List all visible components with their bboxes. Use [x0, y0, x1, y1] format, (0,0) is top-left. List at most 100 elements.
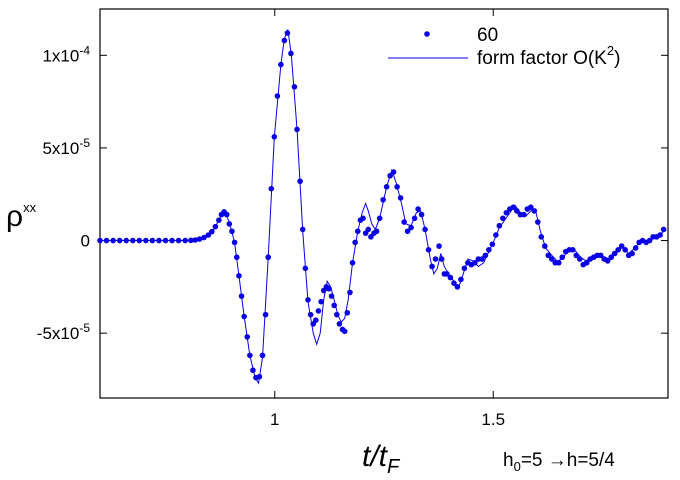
- data-point-131: [555, 259, 562, 266]
- data-point-103: [458, 276, 464, 283]
- data-point-124: [531, 208, 538, 214]
- data-point-84: [394, 184, 400, 190]
- x-tick-label-0: 1: [270, 410, 279, 429]
- y-tick-label-1: 0: [81, 232, 90, 251]
- data-point-118: [510, 204, 517, 210]
- y-tick-label-0: -5x10-5: [37, 321, 91, 343]
- data-point-18: [205, 232, 212, 238]
- data-point-143: [597, 252, 604, 259]
- data-point-90: [415, 206, 421, 212]
- data-point-19: [209, 228, 215, 235]
- data-point-9: [156, 237, 162, 244]
- data-point-8: [149, 237, 156, 244]
- data-point-110: [482, 252, 489, 259]
- data-point-148: [615, 247, 621, 253]
- data-point-70: [352, 239, 358, 246]
- data-point-30: [238, 293, 245, 299]
- data-point-53: [307, 311, 314, 318]
- legend-label-form-factor: form factor O(K2): [477, 43, 620, 69]
- data-point-44: [281, 37, 288, 44]
- data-point-21: [216, 217, 222, 223]
- data-point-136: [573, 252, 580, 259]
- data-point-99: [444, 271, 450, 277]
- data-point-75: [365, 226, 372, 233]
- data-point-125: [535, 219, 541, 225]
- data-point-114: [496, 222, 503, 229]
- data-point-63: [334, 311, 340, 318]
- data-point-45: [284, 30, 291, 36]
- data-point-51: [302, 265, 309, 272]
- data-point-52: [305, 297, 311, 303]
- data-point-147: [611, 250, 618, 257]
- data-point-153: [632, 245, 639, 251]
- data-point-79: [376, 215, 383, 222]
- data-point-6: [136, 237, 143, 244]
- data-point-71: [354, 228, 361, 235]
- legend-marker-60: [424, 31, 430, 37]
- data-point-89: [411, 215, 418, 222]
- data-point-78: [373, 228, 380, 235]
- data-point-109: [479, 256, 485, 262]
- data-point-2: [110, 237, 116, 244]
- data-point-152: [629, 250, 635, 257]
- data-point-95: [432, 256, 439, 262]
- data-point-12: [175, 237, 182, 244]
- y-tick-label-2: 5x10-5: [42, 136, 90, 158]
- legend-label-60: 60: [477, 25, 498, 46]
- data-point-107: [472, 259, 478, 266]
- data-point-123: [528, 204, 534, 210]
- data-point-93: [425, 247, 432, 253]
- data-point-32: [244, 334, 251, 340]
- data-point-11: [169, 237, 175, 244]
- quench-annotation: h0=5 →h=5/4: [503, 450, 615, 474]
- data-point-36: [256, 373, 263, 380]
- data-point-66: [341, 328, 348, 335]
- data-point-42: [274, 93, 281, 99]
- data-point-96: [436, 243, 442, 249]
- legend: 60 form factor O(K2): [388, 25, 620, 69]
- data-point-64: [336, 321, 343, 327]
- data-point-25: [226, 221, 233, 227]
- data-point-1: [103, 237, 110, 244]
- data-point-60: [326, 285, 332, 292]
- plot-frame: [99, 8, 669, 399]
- data-point-129: [548, 256, 555, 262]
- data-point-46: [288, 50, 294, 57]
- data-point-17: [201, 234, 207, 241]
- data-point-127: [541, 243, 548, 249]
- data-point-27: [231, 239, 238, 246]
- data-point-33: [247, 352, 253, 359]
- data-point-91: [418, 211, 425, 218]
- data-point-43: [278, 61, 284, 68]
- data-point-132: [559, 254, 566, 261]
- data-point-62: [331, 302, 337, 309]
- data-point-115: [500, 215, 506, 222]
- data-point-135: [569, 247, 576, 253]
- data-point-97: [438, 256, 445, 262]
- data-point-119: [514, 208, 520, 214]
- data-point-145: [604, 258, 611, 264]
- data-point-100: [447, 274, 454, 281]
- data-point-161: [660, 226, 667, 233]
- series-line-form-factor: [100, 29, 664, 385]
- data-point-113: [493, 232, 499, 238]
- x-axis-label: t/tF: [362, 440, 401, 478]
- data-point-10: [162, 237, 169, 244]
- data-point-101: [451, 280, 457, 286]
- data-point-150: [622, 247, 628, 253]
- data-point-121: [521, 211, 527, 218]
- data-point-50: [299, 226, 306, 233]
- data-point-88: [408, 224, 414, 231]
- series-markers-group: [97, 30, 667, 381]
- data-point-24: [223, 211, 230, 218]
- data-point-28: [233, 254, 240, 261]
- data-point-82: [387, 172, 393, 179]
- data-point-92: [422, 226, 428, 233]
- data-point-73: [360, 215, 366, 222]
- data-point-61: [328, 293, 335, 299]
- data-point-137: [576, 256, 583, 262]
- data-point-160: [657, 232, 663, 238]
- data-point-38: [262, 311, 269, 318]
- data-point-68: [347, 289, 353, 296]
